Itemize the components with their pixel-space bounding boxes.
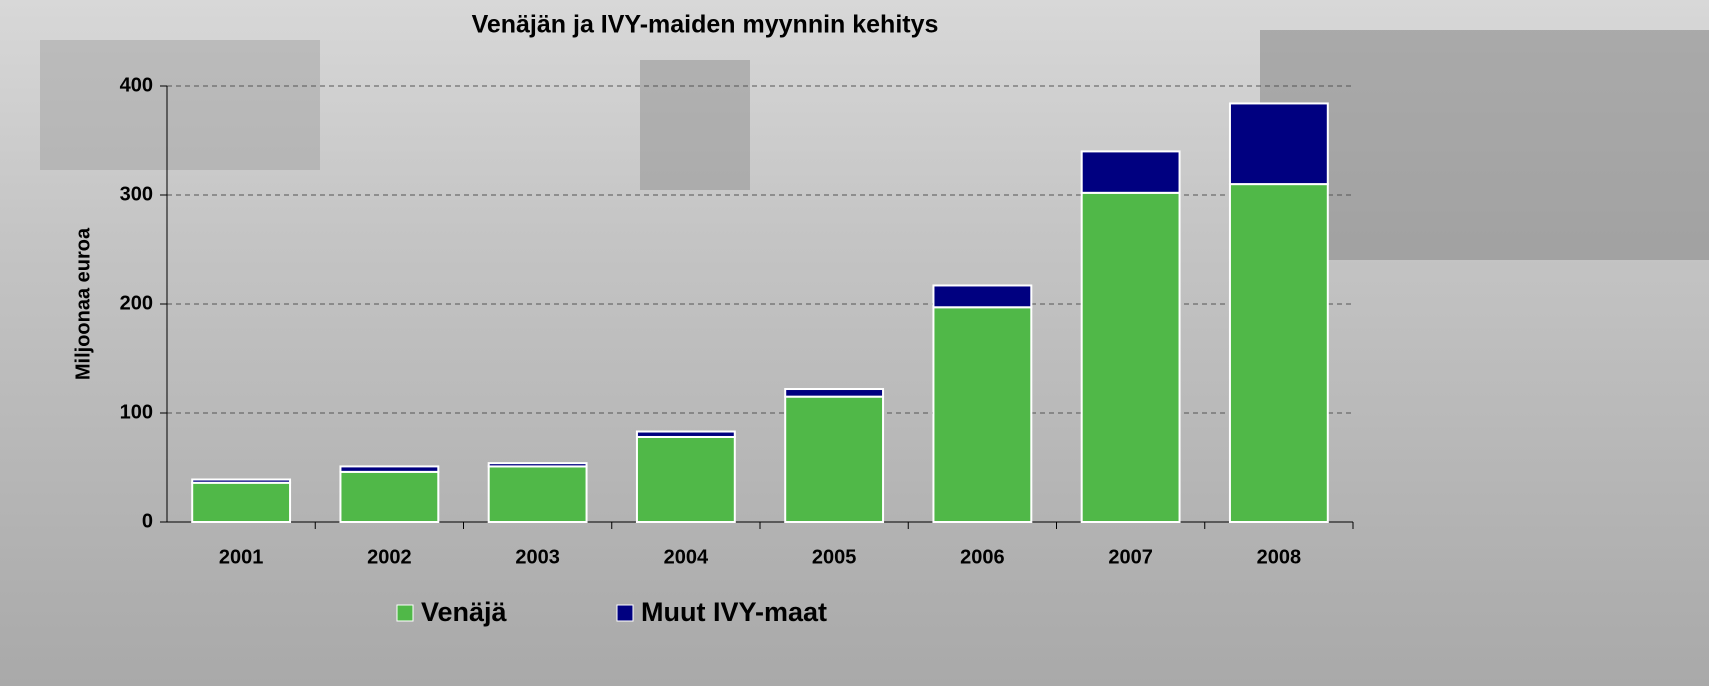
- bar-segment: [487, 462, 588, 468]
- plot-area: 0 100 200 300 400 2001 2002 2003 2004 2005 2006 200…: [120, 74, 1354, 627]
- bar-segment: [339, 465, 440, 473]
- bar-segment: [635, 430, 736, 438]
- x-tick-label: 2004: [664, 546, 709, 568]
- x-tick-label: 2002: [367, 546, 412, 568]
- x-tick-label: 2007: [1108, 546, 1153, 568]
- legend-swatch: [396, 604, 414, 622]
- x-tick-label: 2008: [1257, 546, 1302, 568]
- x-tick-label: 2003: [515, 546, 560, 568]
- building: [640, 60, 750, 190]
- x-tick-label: 2006: [960, 546, 1005, 568]
- x-tick-label: 2005: [812, 546, 857, 568]
- y-tick-label: 0: [142, 510, 153, 532]
- bar-segment: [1228, 183, 1329, 523]
- x-tick-label: 2001: [219, 546, 264, 568]
- bar-segment: [1228, 102, 1329, 186]
- y-tick-label: 200: [120, 292, 153, 314]
- bar-segment: [339, 470, 440, 523]
- bar-segment: [487, 465, 588, 524]
- y-tick-label: 100: [120, 401, 153, 423]
- legend-swatch: [616, 604, 634, 622]
- legend-label: Muut IVY-maat: [641, 597, 827, 627]
- bar-segment: [191, 478, 292, 484]
- bar-segment: [635, 435, 736, 524]
- bar-segment: [784, 388, 885, 398]
- bar-segment: [191, 481, 292, 524]
- bar-segment: [932, 306, 1033, 523]
- bar-segment: [932, 284, 1033, 309]
- y-tick-label: 300: [120, 183, 153, 205]
- building: [1260, 30, 1709, 260]
- building: [40, 40, 320, 170]
- legend-label: Venäjä: [421, 597, 508, 627]
- y-tick-label: 400: [120, 74, 153, 96]
- bar-segment: [1080, 150, 1181, 194]
- chart-title: Venäjän ja IVY-maiden myynnin kehitys: [472, 11, 939, 39]
- bar-segment: [784, 395, 885, 523]
- y-axis-label: Miljoonaa euroa: [72, 227, 94, 380]
- bar-segment: [1080, 191, 1181, 523]
